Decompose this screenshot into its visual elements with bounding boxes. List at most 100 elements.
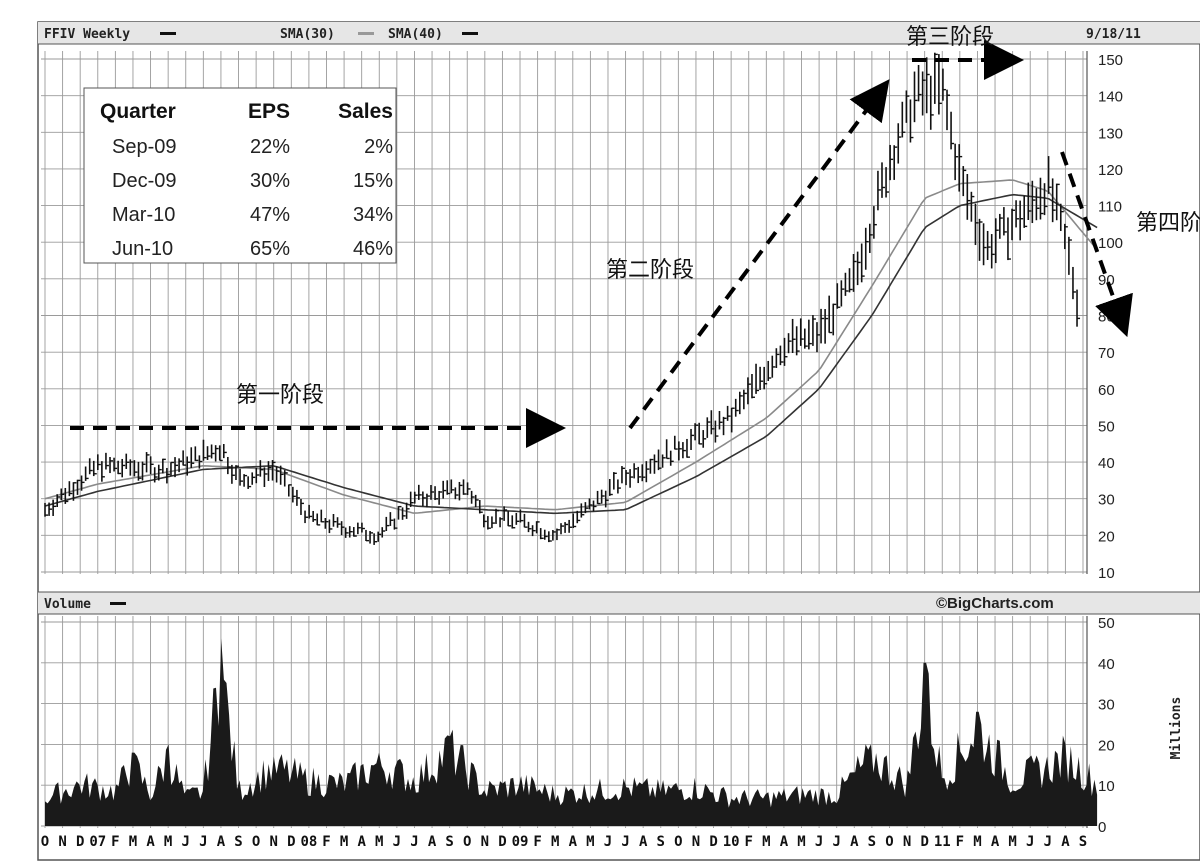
price-bar [824,309,829,344]
price-bar [422,491,426,507]
price-bar [109,457,114,474]
price-bar [820,308,825,344]
price-bar [308,504,313,519]
price-bar [296,489,300,506]
price-bar [426,493,430,508]
price-bar [1027,182,1032,220]
price-bar [954,143,959,181]
x-tick-label: M [762,834,770,850]
price-bar [686,438,690,458]
price-bar [608,479,613,496]
price-bar [68,481,73,497]
x-tick-label: A [991,834,1000,850]
price-bar [576,510,581,524]
price-bar [560,523,565,535]
price-bar [442,480,447,499]
price-bar [795,326,800,356]
price-bar [88,458,93,475]
price-bar [470,490,475,504]
sma40-label: SMA(40) [388,27,443,42]
x-tick-label: A [569,834,578,850]
x-tick-label: A [146,834,155,850]
price-bar [726,405,731,421]
price-bar [186,456,191,476]
price-bar [864,227,869,270]
price-bar [198,455,203,469]
sma40-line [44,193,1098,515]
price-bar [1051,178,1056,223]
price-bar [304,510,309,524]
x-tick-label: D [709,834,717,850]
x-tick-label: F [956,834,964,850]
price-bar [527,521,532,533]
price-bar [361,522,365,533]
x-tick-label: M [1008,834,1016,850]
price-bar [775,348,780,368]
price-bar [921,71,926,116]
price-bar [974,203,979,246]
price-bar [178,458,183,473]
table-cell-quarter: Mar-10 [112,204,175,226]
price-bar [352,527,357,537]
credit-label: ©BigCharts.com [936,595,1054,612]
x-axis: O N D 07 F M A M J J A S O N D 08 F M A M J J A S O N D 09 F M A M J J A S O… [41,834,1087,850]
price-bar [1023,195,1028,228]
x-tick-label: A [217,834,226,850]
price-bar [283,470,288,487]
price-bar [300,498,304,515]
price-bar [592,500,597,512]
price-bar [214,445,219,462]
stage4-label: 第四阶 [1136,211,1200,236]
price-bar [357,522,361,535]
price-bar [251,472,256,485]
price-bar [44,502,48,517]
price-bar [495,508,500,524]
price-bar [548,531,552,543]
price-bar [389,512,394,526]
price-bar [803,328,808,349]
x-tick-label: J [832,834,840,850]
price-bar [641,464,646,482]
x-tick-label: N [58,834,66,850]
x-tick-label: A [850,834,859,850]
price-bar [446,480,451,495]
price-bar [665,439,670,460]
x-tick-label: D [920,834,928,850]
price-bar [946,89,951,131]
price-y-tick-label: 30 [1098,492,1115,509]
price-bar [783,337,788,366]
price-bar [584,502,589,514]
price-bar [812,315,816,346]
price-bar [925,57,930,114]
price-bar [730,407,735,433]
price-bar [97,454,101,471]
sma30-legend-swatch [358,32,374,35]
x-tick-label: N [692,834,700,850]
price-bar [259,460,264,477]
price-bar [519,509,524,523]
price-bar [515,512,520,525]
price-bar [483,514,487,528]
price-bar [1031,180,1036,224]
volume-y-tick-label: 30 [1098,697,1115,714]
price-bar [222,444,227,459]
x-tick-label: N [269,834,277,850]
price-bar [316,513,321,526]
price-bar [791,318,796,354]
price-bar [779,345,784,366]
sma30-line [44,179,1098,514]
price-bar [759,366,764,390]
price-bar [474,494,479,508]
price-bar [466,482,471,496]
price-bar [604,490,609,508]
price-bar [816,322,820,353]
price-bar [324,517,329,529]
price-bar [149,456,154,475]
price-bar [462,479,467,495]
price-bar [206,446,211,460]
table-cell-eps: 30% [250,170,290,192]
price-bar [125,453,130,469]
x-tick-label: 10 [723,834,740,850]
x-tick-label: A [428,834,437,850]
price-bar [336,517,341,528]
